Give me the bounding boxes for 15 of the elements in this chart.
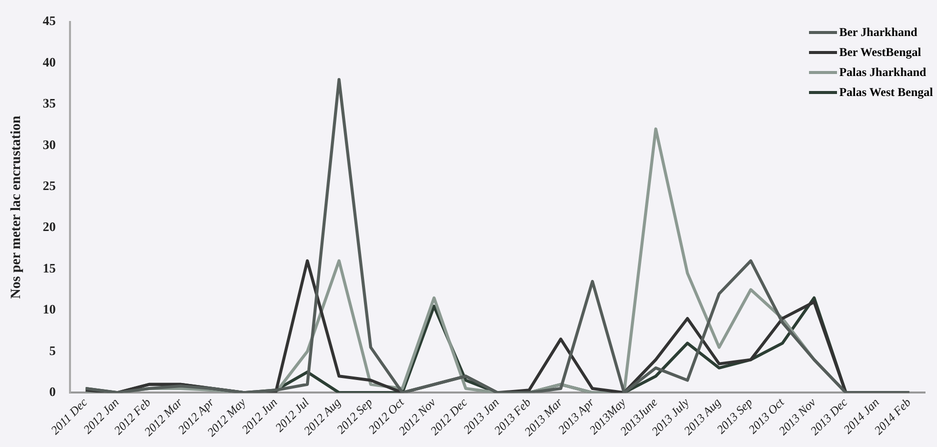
y-tick-label: 5 <box>49 342 56 358</box>
y-tick-label: 30 <box>42 136 56 152</box>
y-tick-label: 25 <box>42 178 56 193</box>
legend-label: Ber WestBengal <box>839 44 922 60</box>
y-tick-label: 45 <box>42 13 56 28</box>
legend-label: Ber Jharkhand <box>839 24 918 40</box>
y-axis-title: Nos per meter lac encrustation <box>9 116 24 299</box>
y-tick-label: 20 <box>42 219 56 234</box>
y-tick-label: 0 <box>49 384 56 400</box>
y-tick-label: 10 <box>42 302 56 317</box>
legend-label: Palas West Bengal <box>839 84 933 100</box>
y-tick-label: 15 <box>42 260 56 276</box>
legend-label: Palas Jharkhand <box>839 64 926 80</box>
y-tick-label: 35 <box>42 96 56 111</box>
y-tick-label: 40 <box>42 54 56 70</box>
